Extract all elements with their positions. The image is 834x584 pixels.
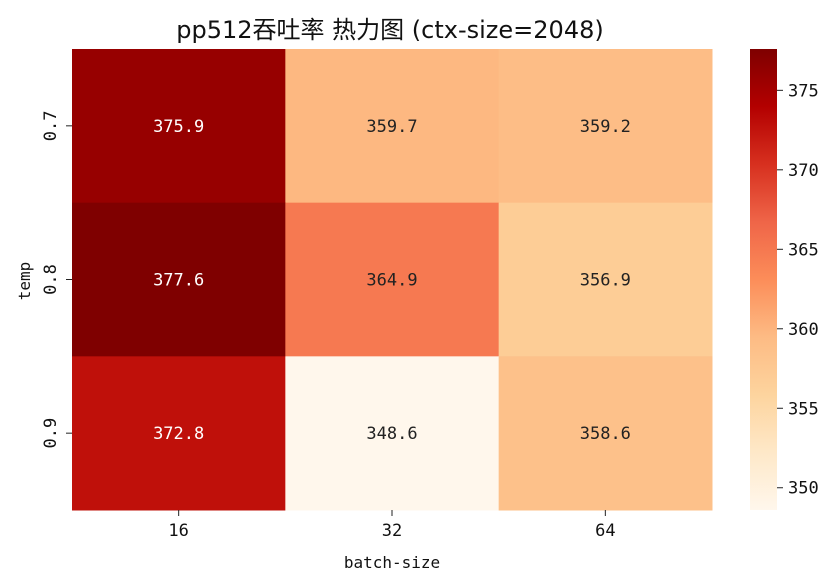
colorbar-tick-label: 370 [788, 161, 819, 181]
x-tick-label: 64 [595, 521, 615, 541]
cell-value-label: 375.9 [153, 117, 204, 137]
heatmap-cell [72, 49, 286, 204]
cell-value-label: 359.7 [366, 117, 417, 137]
heatmap-cell [72, 356, 286, 511]
heatmap-cell [72, 202, 286, 357]
colorbar [750, 49, 777, 510]
colorbar-tick-label: 350 [788, 479, 819, 499]
heatmap-cell [498, 49, 713, 204]
heatmap-cell [285, 202, 500, 357]
heatmap-cell [285, 49, 500, 204]
chart-title: pp512吞吐率 热力图 (ctx-size=2048) [176, 16, 603, 44]
heatmap-cell [498, 202, 713, 357]
x-axis-label: batch-size [344, 553, 440, 572]
colorbar-tick-label: 375 [788, 81, 819, 101]
heatmap-cell [498, 356, 713, 511]
colorbar-ticks: 350 355 360 365 370 375 [777, 81, 819, 499]
x-tick-label: 16 [168, 521, 188, 541]
cell-value-label: 364.9 [366, 271, 417, 291]
colorbar-tick-label: 360 [788, 320, 819, 340]
cell-value-label: 358.6 [580, 424, 631, 444]
y-tick-label: 0.9 [41, 418, 61, 449]
heatmap-cell [285, 356, 500, 511]
cell-value-label: 359.2 [580, 117, 631, 137]
y-axis-ticks: 0.7 0.8 0.9 [41, 110, 72, 449]
cell-value-label: 356.9 [580, 271, 631, 291]
colorbar-tick-label: 365 [788, 240, 819, 260]
x-axis-ticks: 16 32 64 [168, 510, 616, 541]
x-tick-label: 32 [382, 521, 402, 541]
cell-value-label: 348.6 [366, 424, 417, 444]
colorbar-tick-label: 355 [788, 399, 819, 419]
y-axis-label: temp [15, 262, 34, 301]
y-tick-label: 0.8 [41, 264, 61, 295]
heatmap-cells: 375.9 359.7 359.2 377.6 364.9 356.9 372.8 348.6… [72, 49, 713, 511]
cell-value-label: 372.8 [153, 424, 204, 444]
cell-value-label: 377.6 [153, 271, 204, 291]
y-tick-label: 0.7 [41, 110, 61, 141]
